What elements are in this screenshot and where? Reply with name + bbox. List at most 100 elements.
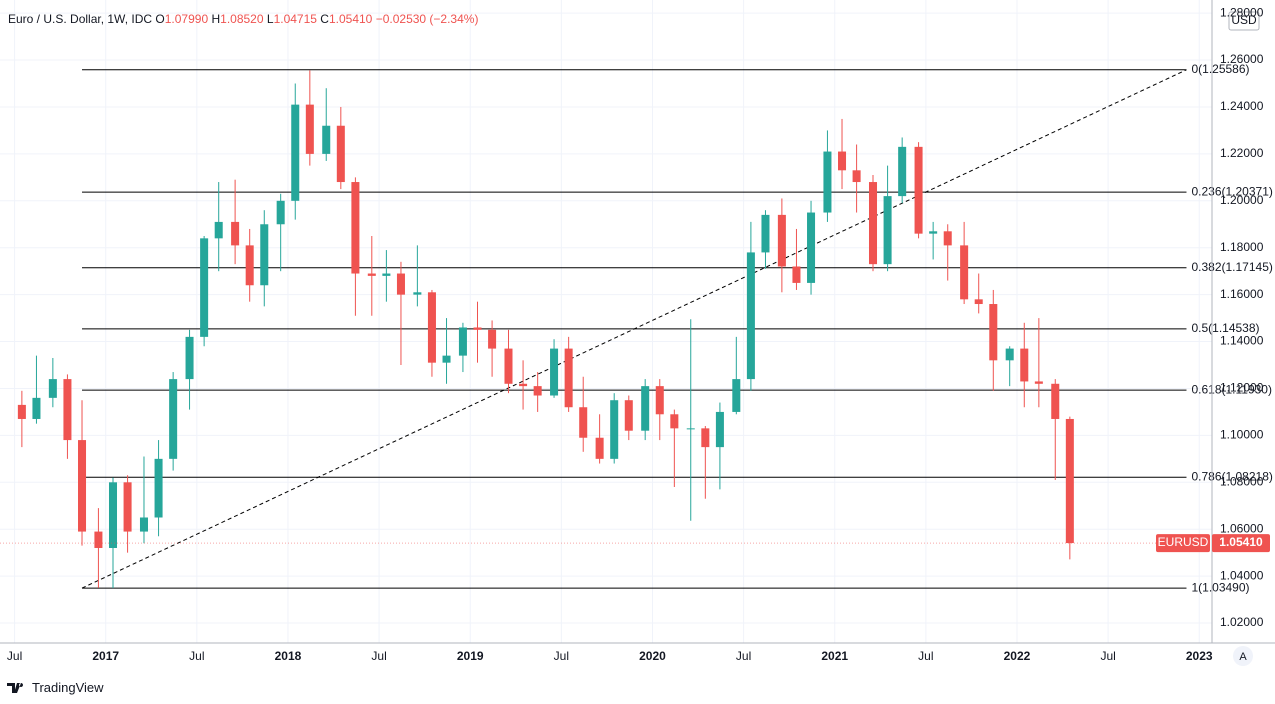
candle-body (670, 414, 679, 429)
x-tick-label: 2022 (1004, 649, 1031, 663)
candle-body (154, 458, 163, 518)
y-tick-label: 1.08000 (1220, 474, 1264, 488)
price-tag-label: 1.05410 (1219, 535, 1263, 549)
auto-scale-button[interactable] (1233, 646, 1253, 666)
x-tick-label: Jul (554, 649, 569, 663)
x-tick-label: 2021 (821, 649, 848, 663)
y-tick-label: 1.26000 (1220, 52, 1264, 66)
candle-body (943, 231, 952, 246)
y-tick-label: 1.22000 (1220, 146, 1264, 160)
candle-body (396, 273, 405, 295)
fib-level-label: 0(1.25586) (1191, 62, 1249, 76)
candle-body (336, 125, 345, 183)
candle-body (214, 221, 223, 239)
fib-level-label: 0.382(1.17145) (1191, 260, 1272, 274)
y-tick-label: 1.02000 (1220, 615, 1264, 629)
candle-body (185, 336, 194, 380)
candle-body (624, 400, 633, 431)
candle-body (914, 146, 923, 234)
candle-body (94, 531, 103, 548)
x-tick-label: Jul (189, 649, 204, 663)
ohlc-label: H (211, 12, 221, 26)
candle-body (852, 170, 861, 183)
candle-body (17, 404, 26, 419)
candle-body (123, 482, 132, 532)
candle-body (260, 224, 269, 286)
candle-body (78, 440, 87, 532)
candle-body (139, 517, 148, 532)
candle-body (108, 482, 118, 548)
y-tick-label: 1.18000 (1220, 240, 1264, 254)
candle-body (458, 327, 467, 356)
symbol-tag-label: EURUSD (1158, 535, 1209, 549)
candle-body (488, 329, 497, 349)
candle-body (701, 428, 710, 448)
candle-body (960, 245, 969, 300)
candle-body (231, 221, 240, 246)
candle-body (655, 386, 664, 415)
candle-body (473, 327, 482, 330)
y-tick-label: 1.20000 (1220, 193, 1264, 207)
candle-body (868, 182, 878, 265)
currency-badge[interactable] (1228, 11, 1260, 31)
candle-body (823, 151, 832, 213)
legend-header: Euro / U.S. Dollar, 1W, IDC O1.07990 H1.… (8, 12, 478, 26)
candle-body (48, 379, 57, 398)
candle-body (413, 292, 422, 295)
candle-body (641, 386, 650, 431)
currency-label: USD (1231, 13, 1257, 27)
x-tick-label: Jul (371, 649, 386, 663)
candle-body (322, 125, 331, 154)
ohlc-value: 1.07990 (164, 12, 209, 26)
x-tick-label: 2023 (1186, 649, 1213, 663)
candle-body (777, 214, 786, 267)
x-tick-label: Jul (7, 649, 22, 663)
y-tick-label: 1.10000 (1220, 428, 1264, 442)
candle-body (792, 266, 801, 283)
ohlc-value: 1.08520 (220, 12, 264, 26)
fib-level-label: 1(1.03490) (1191, 580, 1249, 594)
y-tick-label: 1.14000 (1220, 334, 1264, 348)
candle-body (564, 348, 573, 408)
candle-body (291, 104, 300, 201)
candle-body (715, 411, 724, 448)
ohlc-value: 1.05410 (328, 12, 373, 26)
candle-body (807, 212, 816, 283)
candle-body (200, 238, 209, 337)
symbol-tag (1156, 534, 1210, 553)
x-tick-label: 2018 (275, 649, 302, 663)
x-tick-label: Jul (1100, 649, 1115, 663)
y-tick-label: 1.24000 (1220, 99, 1264, 113)
ohlc-label: O (155, 12, 165, 26)
candle-body (989, 304, 998, 361)
candle-body (442, 355, 451, 363)
x-tick-label: 2020 (639, 649, 666, 663)
candle-body (367, 273, 376, 276)
candle-body (504, 348, 513, 384)
y-tick-label: 1.04000 (1220, 568, 1264, 582)
candle-body (1020, 348, 1029, 382)
candle-body (1051, 383, 1060, 419)
candle-body (1005, 348, 1014, 361)
auto-scale-label: A (1239, 651, 1247, 663)
candle-body (929, 231, 938, 234)
ohlc-value: 1.04715 (273, 12, 317, 26)
candle-body (305, 104, 314, 154)
candle-body (550, 348, 559, 396)
candle-body (32, 397, 41, 419)
trend-line (81, 69, 1187, 589)
symbol-title: Euro / U.S. Dollar, 1W, IDC (8, 12, 153, 26)
x-tick-label: 2019 (457, 649, 484, 663)
x-tick-label: Jul (736, 649, 751, 663)
ohlc-values: O1.07990 H1.08520 L1.04715 C1.05410 (155, 12, 375, 26)
candle-body (276, 200, 285, 225)
fib-level-label: 0.5(1.14538) (1191, 321, 1259, 335)
plot-area (0, 0, 1212, 643)
candle-body (838, 151, 847, 171)
y-tick-label: 1.06000 (1220, 521, 1264, 535)
y-tick-label: 1.16000 (1220, 287, 1264, 301)
candle-body (1034, 381, 1043, 384)
candle-body (519, 383, 528, 387)
